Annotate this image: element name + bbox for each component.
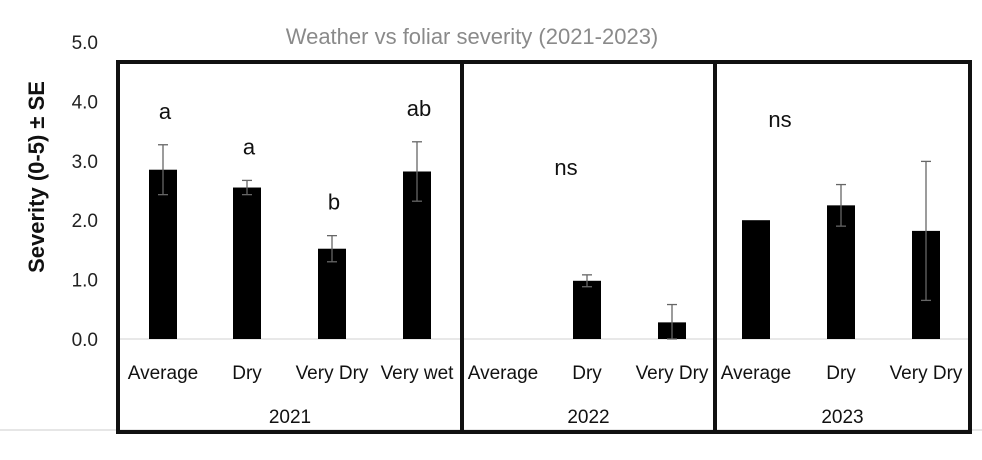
category-label: Dry [826,363,856,384]
y-axis-label: Severity (0-5) ± SE [24,81,49,273]
category-label: Very Dry [296,363,369,384]
y-tick-label: 4.0 [72,92,98,113]
category-label: Average [721,363,791,384]
y-tick-label: 0.0 [72,330,98,351]
y-tick-label: 3.0 [72,152,98,173]
category-label: Average [468,363,538,384]
y-tick-label: 1.0 [72,271,98,292]
bar [742,220,770,339]
year-group-box [713,60,972,434]
category-label: Dry [572,363,602,384]
significance-label: ns [768,107,791,132]
category-label: Average [128,363,198,384]
significance-letter: a [243,134,256,159]
year-label: 2023 [821,407,863,428]
bar [233,187,261,339]
chart-title: Weather vs foliar severity (2021-2023) [286,24,659,49]
year-label: 2021 [269,407,311,428]
y-tick-label: 2.0 [72,211,98,232]
plot-area: 0.0 1.0 2.0 3.0 4.0 5.0 a Average a Dry b Very Dry a… [0,33,982,434]
significance-letter: b [328,190,340,215]
bar [573,280,601,339]
category-label: Very Dry [636,363,709,384]
significance-letter: ab [407,96,431,121]
bar [149,169,177,339]
significance-label: ns [554,155,577,180]
bar [827,205,855,339]
bar [318,248,346,339]
category-label: Dry [232,363,262,384]
category-label: Very wet [381,363,455,384]
category-label: Very Dry [890,363,963,384]
y-tick-label: 5.0 [72,33,98,54]
year-label: 2022 [567,407,609,428]
significance-letter: a [159,99,172,124]
